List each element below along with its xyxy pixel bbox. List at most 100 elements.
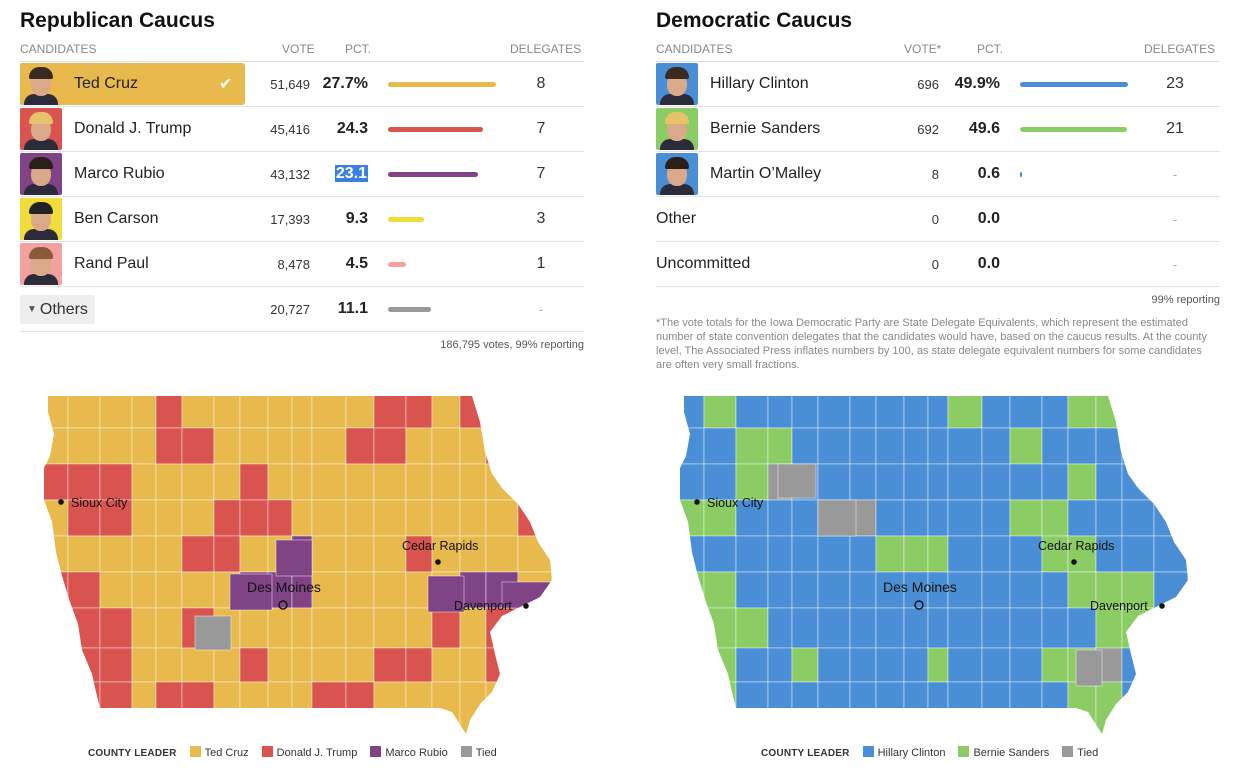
county[interactable] bbox=[291, 392, 313, 429]
county[interactable] bbox=[181, 681, 215, 737]
county[interactable] bbox=[131, 427, 157, 465]
county[interactable] bbox=[155, 647, 183, 683]
county[interactable] bbox=[155, 681, 183, 737]
county[interactable] bbox=[239, 499, 269, 537]
county[interactable] bbox=[405, 463, 433, 501]
county[interactable] bbox=[767, 571, 793, 609]
county[interactable] bbox=[267, 427, 293, 465]
county[interactable] bbox=[517, 681, 552, 737]
county[interactable] bbox=[1067, 607, 1097, 649]
county[interactable] bbox=[1009, 463, 1043, 501]
county[interactable] bbox=[1153, 535, 1188, 573]
county[interactable] bbox=[517, 607, 552, 649]
county[interactable] bbox=[485, 392, 519, 429]
county[interactable] bbox=[1121, 463, 1155, 501]
county[interactable] bbox=[551, 427, 565, 465]
county[interactable] bbox=[1041, 607, 1069, 649]
county[interactable] bbox=[229, 573, 273, 611]
county[interactable] bbox=[817, 463, 851, 501]
county[interactable] bbox=[291, 607, 313, 649]
county[interactable] bbox=[213, 499, 241, 537]
county[interactable] bbox=[767, 535, 793, 573]
county[interactable] bbox=[1009, 607, 1043, 649]
others-expand-button[interactable]: ▼ Others bbox=[20, 295, 95, 324]
county[interactable] bbox=[345, 463, 375, 501]
county[interactable] bbox=[405, 427, 433, 465]
county[interactable] bbox=[311, 463, 347, 501]
county[interactable] bbox=[817, 427, 851, 465]
county[interactable] bbox=[676, 499, 705, 537]
county[interactable] bbox=[459, 463, 487, 501]
democratic-county-map[interactable]: Sioux City Cedar Rapids Des Moines Davenpor… bbox=[676, 392, 1201, 737]
county[interactable] bbox=[1153, 463, 1188, 501]
county[interactable] bbox=[67, 392, 101, 429]
county[interactable] bbox=[1067, 392, 1097, 429]
county[interactable] bbox=[517, 535, 552, 573]
county[interactable] bbox=[551, 647, 565, 683]
candidate-row[interactable]: Ted Cruz ✔ 51,649 27.7% 8 bbox=[20, 62, 584, 107]
county[interactable] bbox=[345, 392, 375, 429]
county[interactable] bbox=[311, 571, 347, 609]
county[interactable] bbox=[485, 427, 519, 465]
county[interactable] bbox=[239, 681, 269, 737]
county[interactable] bbox=[373, 427, 407, 465]
county[interactable] bbox=[927, 607, 949, 649]
county[interactable] bbox=[1095, 681, 1123, 737]
county[interactable] bbox=[373, 607, 407, 649]
county[interactable] bbox=[267, 647, 293, 683]
county[interactable] bbox=[459, 499, 487, 537]
county[interactable] bbox=[1075, 649, 1103, 687]
county[interactable] bbox=[981, 427, 1011, 465]
county[interactable] bbox=[181, 571, 215, 609]
county[interactable] bbox=[1153, 647, 1188, 683]
county[interactable] bbox=[267, 681, 293, 737]
county[interactable] bbox=[155, 463, 183, 501]
county[interactable] bbox=[67, 499, 101, 537]
county[interactable] bbox=[1009, 647, 1043, 683]
county[interactable] bbox=[791, 392, 819, 429]
county[interactable] bbox=[1187, 571, 1201, 609]
county[interactable] bbox=[735, 607, 769, 649]
county[interactable] bbox=[213, 647, 241, 683]
county[interactable] bbox=[981, 647, 1011, 683]
county[interactable] bbox=[99, 681, 133, 737]
county[interactable] bbox=[849, 463, 877, 501]
county[interactable] bbox=[405, 392, 433, 429]
county[interactable] bbox=[981, 571, 1011, 609]
county[interactable] bbox=[947, 392, 983, 429]
county[interactable] bbox=[405, 681, 433, 737]
county[interactable] bbox=[291, 647, 313, 683]
county[interactable] bbox=[767, 392, 793, 429]
county[interactable] bbox=[67, 571, 101, 609]
county[interactable] bbox=[267, 499, 293, 537]
county-cells[interactable] bbox=[40, 392, 565, 737]
county[interactable] bbox=[485, 607, 519, 649]
county[interactable] bbox=[213, 427, 241, 465]
county[interactable] bbox=[903, 681, 929, 737]
county[interactable] bbox=[131, 571, 157, 609]
county[interactable] bbox=[1041, 647, 1069, 683]
county[interactable] bbox=[947, 499, 983, 537]
county[interactable] bbox=[1121, 607, 1155, 649]
county[interactable] bbox=[155, 535, 183, 573]
county[interactable] bbox=[1009, 392, 1043, 429]
county[interactable] bbox=[131, 535, 157, 573]
county[interactable] bbox=[927, 535, 949, 573]
county[interactable] bbox=[1153, 427, 1188, 465]
candidate-row[interactable]: Hillary Clinton 696 49.9% 23 bbox=[656, 62, 1220, 107]
county[interactable] bbox=[767, 427, 793, 465]
county[interactable] bbox=[99, 571, 133, 609]
candidate-row[interactable]: Bernie Sanders 692 49.6 21 bbox=[656, 107, 1220, 152]
county[interactable] bbox=[405, 499, 433, 537]
candidate-row[interactable]: Other 0 0.0 - bbox=[656, 197, 1220, 242]
county[interactable] bbox=[947, 463, 983, 501]
county[interactable] bbox=[817, 647, 851, 683]
county[interactable] bbox=[1095, 607, 1123, 649]
county[interactable] bbox=[1041, 392, 1069, 429]
county[interactable] bbox=[875, 499, 905, 537]
county[interactable] bbox=[551, 535, 565, 573]
county[interactable] bbox=[1187, 463, 1201, 501]
county[interactable] bbox=[1187, 427, 1201, 465]
county[interactable] bbox=[459, 607, 487, 649]
county[interactable] bbox=[431, 392, 461, 429]
